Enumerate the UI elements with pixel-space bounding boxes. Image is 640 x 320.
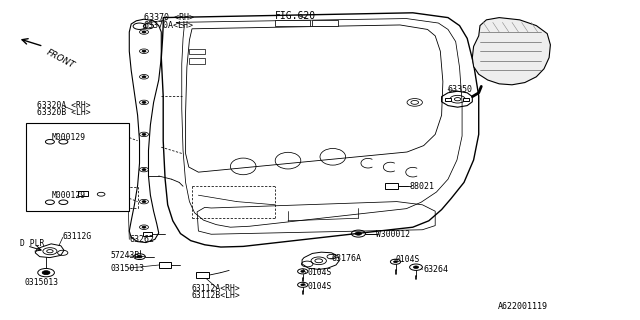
Text: 63262: 63262	[129, 235, 154, 244]
Text: 63370 <RH>: 63370 <RH>	[144, 13, 194, 22]
Text: A622001119: A622001119	[498, 302, 548, 311]
Text: FIG.620: FIG.620	[275, 11, 316, 21]
Bar	[196, 272, 209, 278]
Circle shape	[301, 270, 305, 272]
Circle shape	[142, 101, 146, 103]
Text: 0104S: 0104S	[307, 268, 332, 277]
Circle shape	[137, 255, 142, 258]
Text: M000129: M000129	[51, 191, 85, 200]
Text: 63264: 63264	[424, 265, 449, 274]
Polygon shape	[472, 18, 550, 85]
Bar	[143, 232, 152, 236]
Text: 63176A: 63176A	[332, 254, 362, 263]
Text: 63112A<RH>: 63112A<RH>	[192, 284, 241, 293]
Circle shape	[142, 169, 146, 171]
Text: 63350: 63350	[448, 85, 473, 94]
Text: 63320B <LH>: 63320B <LH>	[37, 108, 91, 117]
Circle shape	[142, 133, 146, 135]
Bar	[385, 183, 398, 189]
Text: 0315013: 0315013	[24, 278, 58, 287]
Circle shape	[142, 50, 146, 52]
Bar	[78, 191, 88, 196]
Bar	[26, 123, 129, 211]
Circle shape	[142, 31, 146, 33]
Bar	[445, 98, 451, 101]
Circle shape	[42, 271, 50, 275]
Text: 63320A <RH>: 63320A <RH>	[37, 101, 91, 110]
Text: M000129: M000129	[51, 133, 85, 142]
Text: 63112G: 63112G	[63, 232, 92, 241]
Bar	[189, 58, 205, 64]
Circle shape	[142, 226, 146, 228]
Text: 0315013: 0315013	[110, 264, 144, 273]
Circle shape	[142, 201, 146, 203]
Bar	[275, 20, 310, 26]
Circle shape	[394, 261, 397, 263]
Bar	[189, 49, 205, 54]
Text: 63112B<LH>: 63112B<LH>	[192, 292, 241, 300]
Text: 0104S: 0104S	[396, 255, 420, 264]
Circle shape	[355, 232, 362, 235]
Text: 88021: 88021	[410, 182, 435, 191]
Text: 63370A<LH>: 63370A<LH>	[144, 21, 194, 30]
Text: 57243B: 57243B	[110, 252, 140, 260]
Circle shape	[142, 76, 146, 78]
Text: FRONT: FRONT	[45, 48, 76, 70]
Bar	[159, 262, 171, 268]
Bar	[463, 98, 469, 101]
Circle shape	[413, 266, 419, 268]
Bar	[312, 20, 338, 26]
Text: 0104S: 0104S	[307, 282, 332, 291]
Circle shape	[301, 284, 305, 286]
Text: W300012: W300012	[376, 230, 410, 239]
Text: D PLR: D PLR	[20, 239, 45, 248]
